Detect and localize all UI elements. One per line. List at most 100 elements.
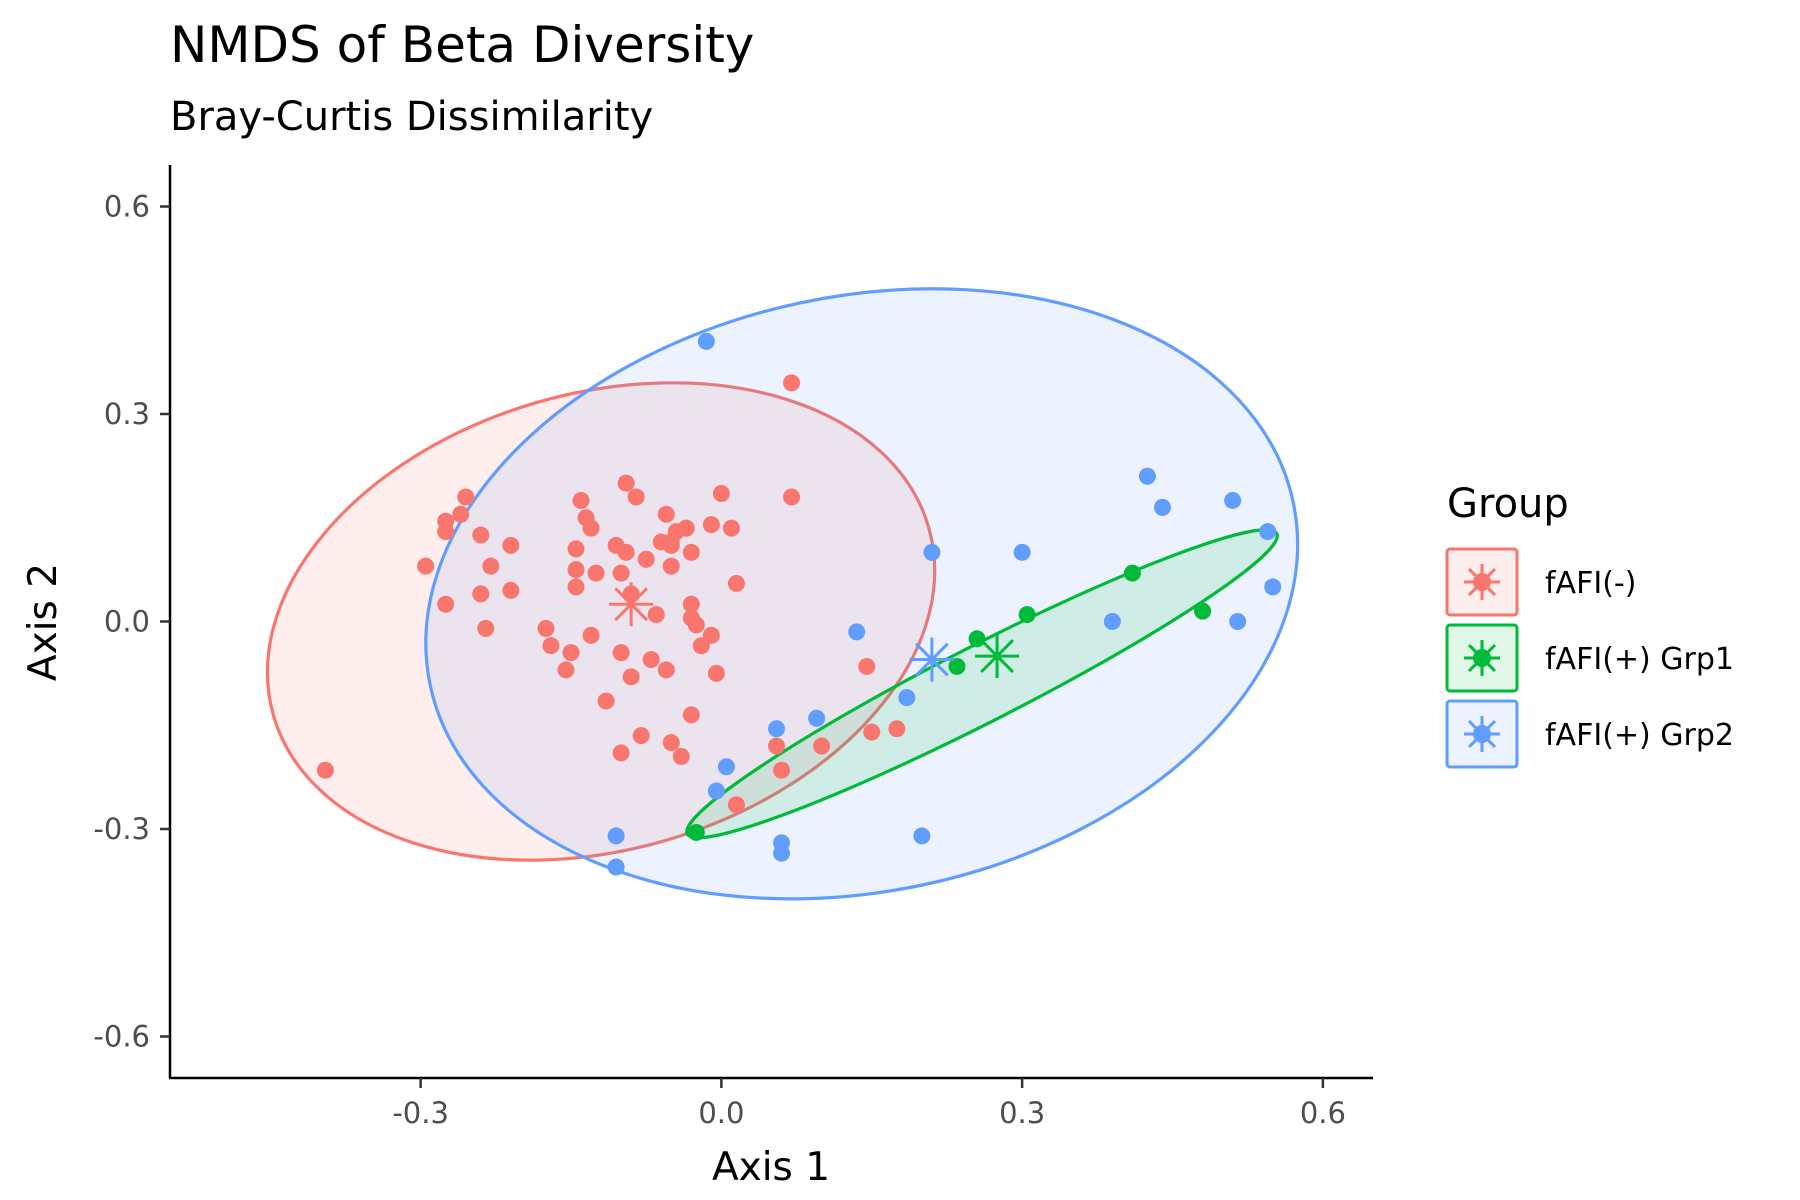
data-point [557,661,575,679]
legend-label: fAFI(+) Grp2 [1545,718,1734,753]
data-point [682,543,700,561]
data-point [1194,602,1212,620]
ellipse-fAFI(+) Grp2 [424,287,1300,901]
data-point [452,505,470,523]
legend-item: fAFI(-) [1445,547,1636,617]
group-centroids [609,582,1020,682]
data-point [642,651,660,669]
data-point [612,744,630,762]
data-point [858,657,876,675]
data-point [477,619,495,637]
data-point [1153,498,1171,516]
data-point [542,637,560,655]
data-point [848,623,866,641]
y-tick-label: 0.3 [104,397,150,431]
data-point [612,644,630,662]
data-point [607,827,625,845]
data-point [672,747,690,765]
data-point [808,709,826,727]
data-point [717,758,735,776]
data-point [968,630,986,648]
data-point [1103,613,1121,630]
data-point [727,796,745,814]
data-point [537,619,555,637]
data-point [662,557,680,575]
data-point [316,761,334,779]
data-point [702,516,720,534]
data-point [657,505,675,523]
data-point [582,519,600,537]
x-axis-title: Axis 1 [712,1145,830,1190]
data-point [417,557,435,575]
x-tick-label: -0.3 [392,1096,449,1130]
data-point [657,661,675,679]
data-point [697,332,715,350]
data-point [437,523,455,541]
data-point [617,474,635,492]
legend-item: fAFI(+) Grp1 [1445,623,1734,693]
data-point [627,488,645,506]
data-point [562,644,580,662]
data-point [863,723,881,741]
data-point [617,543,635,561]
centroid-fAFI(+) Grp1 [975,634,1020,679]
data-point [1264,578,1282,596]
data-point [622,668,640,686]
data-point [1224,491,1242,509]
data-point [597,692,615,710]
data-point [722,519,740,537]
x-tick-label: 0.0 [698,1096,744,1130]
data-point [813,737,831,755]
legend-label: fAFI(-) [1545,566,1636,601]
data-point [687,616,705,634]
data-point [923,543,941,561]
data-point [1013,543,1031,561]
data-point [1123,564,1141,582]
data-point [888,720,906,738]
data-point [682,595,700,613]
confidence-ellipses [265,287,1300,901]
legend-key-dot [1473,725,1491,743]
data-point [502,581,520,599]
y-tick-label: -0.3 [93,812,150,846]
data-point [1259,523,1277,541]
x-tick-label: 0.3 [999,1096,1045,1130]
y-axis-title: Axis 2 [21,563,66,681]
data-point [612,564,630,582]
x-tick-label: 0.6 [1300,1096,1346,1130]
data-point [482,557,500,575]
legend-key-dot [1473,573,1491,591]
data-point [948,657,966,675]
axes: -0.3 0.0 0.3 0.6 -0.6 -0.3 0.0 0.3 0.6 [93,165,1373,1130]
chart-subtitle: Bray-Curtis Dissimilarity [170,94,653,140]
data-point [472,585,490,603]
data-point [472,526,490,544]
y-tick-label: 0.0 [104,605,150,639]
data-point [783,488,801,506]
data-point [662,533,680,551]
data-point [437,595,455,613]
data-point [702,626,720,644]
data-point [677,519,695,537]
centroid-fAFI(-) [609,582,654,627]
data-point [773,761,791,779]
centroid-fAFI(+) Grp2 [909,637,954,682]
data-point [632,727,650,745]
legend-key-dot [1473,649,1491,667]
data-point [773,844,791,862]
data-point [572,491,590,509]
ellipse-fAFI(+) Grp1 [685,528,1279,840]
data-point [567,561,585,579]
data-point [768,737,786,755]
legend-title: Group [1447,481,1569,527]
data-point [687,823,705,841]
y-ticks: -0.6 -0.3 0.0 0.3 0.6 [93,190,170,1054]
x-ticks: -0.3 0.0 0.3 0.6 [392,1078,1346,1130]
data-point [1229,613,1247,630]
data-point [457,488,475,506]
y-tick-label: -0.6 [93,1020,150,1054]
legend-item: fAFI(+) Grp2 [1445,699,1734,769]
ellipse-fAFI(-) [265,381,937,862]
data-point [587,564,605,582]
